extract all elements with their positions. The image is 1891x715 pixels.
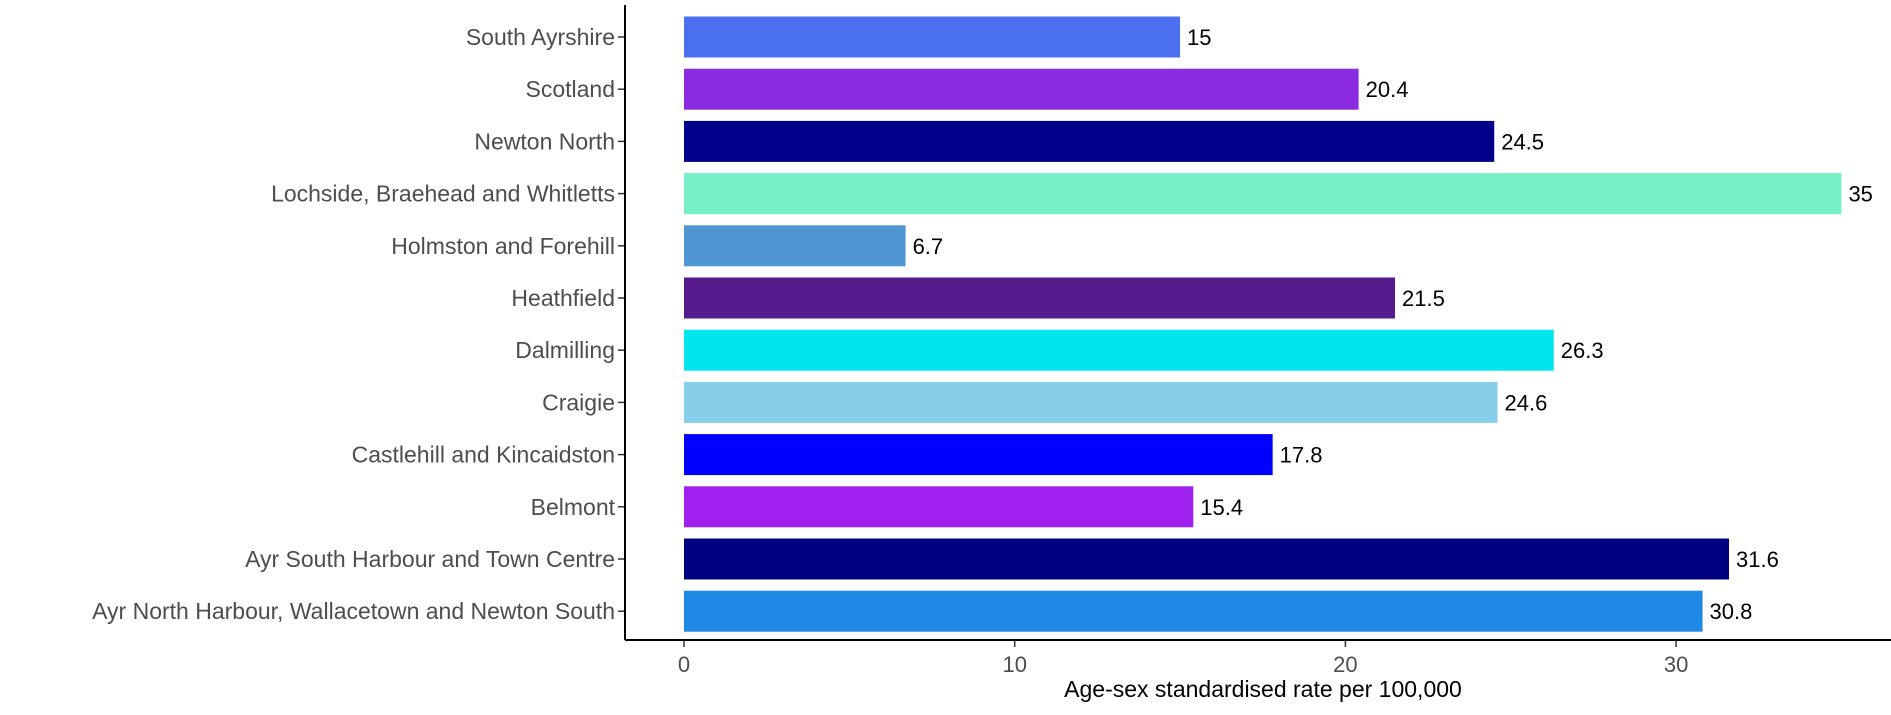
category-label-castlehill-and-kincaidston: Castlehill and Kincaidston (352, 442, 615, 468)
category-label-belmont: Belmont (531, 494, 616, 520)
value-label-craigie: 24.6 (1505, 390, 1548, 415)
bar-south-ayrshire (684, 16, 1181, 58)
value-label-heathfield: 21.5 (1402, 286, 1445, 311)
bar-scotland (684, 68, 1359, 110)
x-ticks: 0 10 20 30 (678, 640, 1688, 677)
category-label-holmston-and-forehill: Holmston and Forehill (391, 233, 615, 259)
x-tick-label-0: 0 (678, 652, 690, 677)
bar-ayr-north-harbour-wallacetown-and-newton-south (684, 590, 1703, 632)
bar-castlehill-and-kincaidston (684, 434, 1273, 476)
bar-heathfield (684, 277, 1396, 319)
bar-belmont (684, 486, 1194, 528)
value-label-scotland: 20.4 (1366, 77, 1409, 102)
bar-lochside-braehead-and-whitletts (684, 173, 1842, 215)
category-label-lochside-braehead-and-whitletts: Lochside, Braehead and Whitletts (271, 181, 615, 207)
bar-dalmilling (684, 329, 1554, 371)
value-label-newton-north: 24.5 (1501, 129, 1544, 154)
category-label-craigie: Craigie (542, 389, 615, 415)
value-label-ayr-south-harbour-and-town-centre: 31.6 (1736, 547, 1779, 572)
value-label-south-ayrshire: 15 (1187, 25, 1211, 50)
x-tick-label-20: 20 (1333, 652, 1357, 677)
bar-ayr-south-harbour-and-town-centre (684, 538, 1730, 580)
value-labels: 15 20.4 24.5 35 6.7 21.5 26.3 24.6 17.8 15.4 31.6 3… (913, 25, 1873, 624)
x-tick-label-30: 30 (1664, 652, 1688, 677)
category-label-south-ayrshire: South Ayrshire (466, 24, 615, 50)
x-tick-label-10: 10 (1002, 652, 1026, 677)
value-label-castlehill-and-kincaidston: 17.8 (1280, 443, 1323, 468)
category-labels: South Ayrshire Scotland Newton North Lochsi… (92, 24, 616, 624)
value-label-dalmilling: 26.3 (1561, 338, 1604, 363)
value-label-lochside-braehead-and-whitletts: 35 (1848, 182, 1872, 207)
category-label-scotland: Scotland (525, 76, 615, 102)
category-label-dalmilling: Dalmilling (515, 337, 615, 363)
bar-holmston-and-forehill (684, 225, 906, 267)
value-label-ayr-north-harbour-wallacetown-and-newton-south: 30.8 (1710, 599, 1753, 624)
category-label-newton-north: Newton North (474, 128, 615, 154)
category-label-ayr-north-harbour-wallacetown-and-newton-south: Ayr North Harbour, Wallacetown and Newto… (92, 598, 615, 624)
value-label-belmont: 15.4 (1200, 495, 1243, 520)
category-label-ayr-south-harbour-and-town-centre: Ayr South Harbour and Town Centre (245, 546, 615, 572)
bar-newton-north (684, 120, 1495, 162)
bars-layer (684, 16, 1842, 632)
value-label-holmston-and-forehill: 6.7 (913, 234, 944, 259)
bar-craigie (684, 381, 1498, 423)
x-axis-title: Age-sex standardised rate per 100,000 (1064, 676, 1462, 702)
category-label-heathfield: Heathfield (511, 285, 615, 311)
axes (618, 5, 1891, 641)
